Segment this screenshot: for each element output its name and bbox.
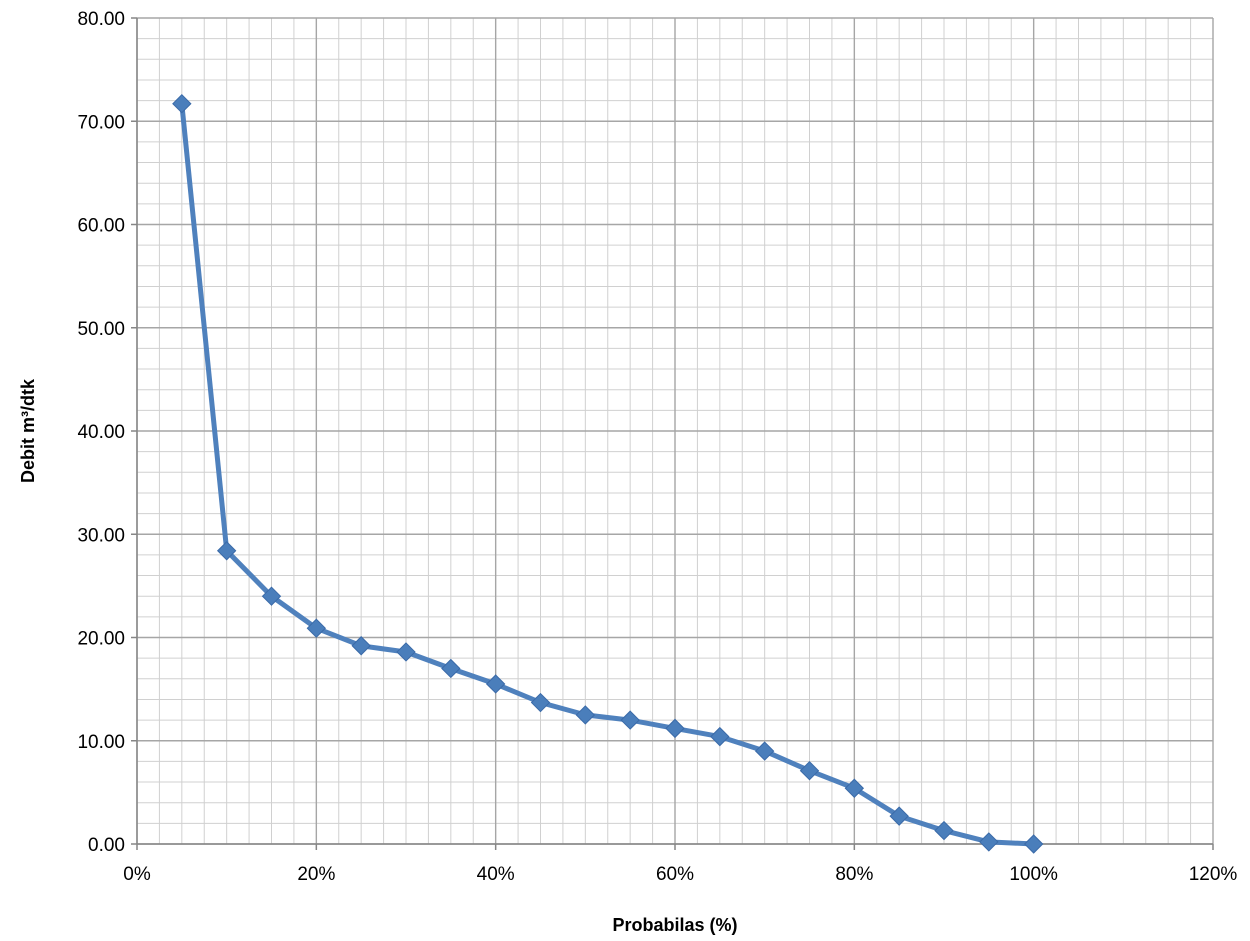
y-tick-label: 20.00 xyxy=(77,629,125,650)
x-tick-label: 80% xyxy=(835,864,873,885)
y-tick-label: 60.00 xyxy=(77,216,125,237)
x-axis-title: Probabilas (%) xyxy=(612,915,737,935)
marker-group xyxy=(172,93,1044,854)
series-line xyxy=(179,101,1037,847)
data-point-marker xyxy=(799,760,820,781)
x-tick-labels: 0% 20% 40% 60% 80% 100% 120% xyxy=(123,864,1237,885)
x-tick-label: 120% xyxy=(1189,864,1238,885)
data-point-marker xyxy=(844,778,865,798)
data-point-marker xyxy=(306,618,327,638)
y-tick-label: 70.00 xyxy=(77,112,125,133)
data-point-marker xyxy=(441,658,461,679)
x-tick-label: 100% xyxy=(1009,864,1058,885)
data-point-marker xyxy=(665,718,685,739)
data-point-marker xyxy=(575,705,596,725)
data-point-marker xyxy=(172,93,192,114)
data-point-marker xyxy=(216,541,237,561)
data-point-marker xyxy=(620,710,640,730)
data-point-marker xyxy=(396,642,416,662)
y-tick-label: 80.00 xyxy=(77,9,125,30)
data-point-marker xyxy=(754,741,775,761)
data-point-marker xyxy=(934,820,954,841)
series-group xyxy=(179,101,1037,847)
x-tick-label: 20% xyxy=(297,864,335,885)
y-tick-label: 0.00 xyxy=(88,835,125,856)
y-tick-label: 10.00 xyxy=(77,732,125,753)
data-point-marker xyxy=(530,692,551,713)
data-point-marker xyxy=(351,636,371,656)
x-tick-label: 0% xyxy=(123,864,151,885)
data-point-marker xyxy=(485,674,506,694)
x-tick-label: 40% xyxy=(477,864,515,885)
y-tick-label: 40.00 xyxy=(77,422,125,443)
data-point-marker xyxy=(979,832,999,852)
y-tick-label: 50.00 xyxy=(77,319,125,340)
data-point-marker xyxy=(710,726,730,747)
data-point-marker xyxy=(261,586,282,606)
data-point-marker xyxy=(889,806,909,826)
y-axis-title: Debit m³/dtk xyxy=(18,378,38,483)
x-tick-label: 60% xyxy=(656,864,694,885)
y-tick-label: 30.00 xyxy=(77,525,125,546)
y-tick-labels: 0.00 10.00 20.00 30.00 40.00 50.00 60.00 70.00 8… xyxy=(77,9,125,856)
data-point-marker xyxy=(1023,834,1044,854)
